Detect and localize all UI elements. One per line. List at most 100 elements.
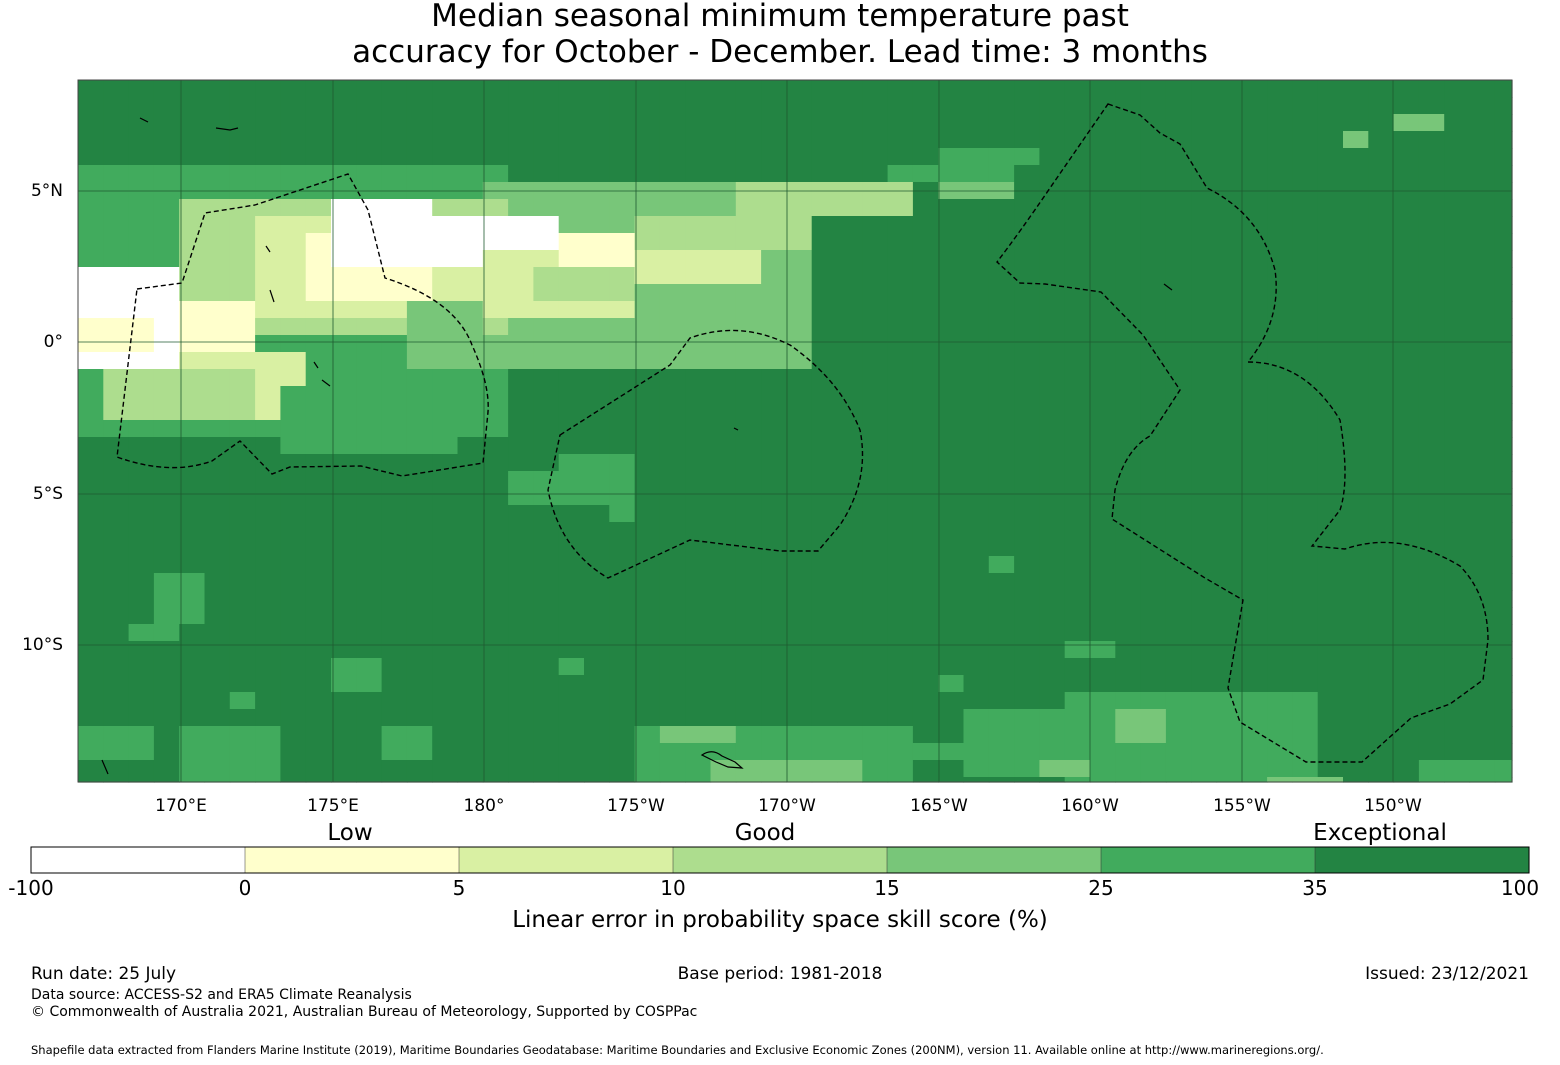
grid-cell [1494, 352, 1513, 370]
grid-cell [710, 437, 737, 455]
grid-cell [887, 590, 914, 608]
grid-cell [609, 624, 636, 642]
grid-cell [887, 743, 914, 761]
grid-cell [1140, 352, 1167, 370]
grid-cell [406, 369, 433, 387]
grid-cell [255, 522, 281, 540]
grid-cell [1064, 607, 1091, 625]
eez-boundaries [116, 103, 1489, 763]
grid-cell [457, 726, 484, 744]
grid-cell [103, 556, 130, 574]
grid-cell [609, 488, 636, 506]
grid-cell [887, 641, 914, 659]
grid-cell [837, 267, 863, 285]
grid-cell [356, 607, 383, 625]
grid-cell [609, 726, 636, 744]
grid-cell [837, 369, 863, 387]
grid-cell [78, 165, 104, 183]
grid-cell [811, 131, 838, 149]
grid-cell [457, 233, 484, 251]
grid-cell [988, 199, 1015, 217]
grid-cell [153, 658, 180, 676]
grid-cell [432, 335, 459, 353]
grid-cell [78, 335, 104, 353]
copyright-notice: © Commonwealth of Australia 2021, Austra… [31, 1004, 698, 1020]
grid-cell [128, 301, 155, 319]
grid-cell [1267, 437, 1293, 455]
grid-cell [1140, 250, 1167, 268]
grid-cell [558, 148, 585, 166]
grid-cell [406, 573, 433, 591]
grid-cell [457, 471, 484, 489]
grid-cell [153, 675, 180, 693]
grid-cell [1165, 386, 1192, 404]
grid-cell [1267, 267, 1293, 285]
grid-cell [204, 335, 231, 353]
grid-cell [1241, 692, 1268, 710]
grid-cell [1317, 250, 1344, 268]
grid-cell [1039, 709, 1066, 727]
grid-cell [204, 386, 231, 404]
grid-cell [1317, 675, 1344, 693]
grid-cell [1292, 165, 1319, 183]
grid-cell [912, 386, 939, 404]
grid-cell [103, 709, 130, 727]
grid-cell [659, 454, 686, 472]
grid-cell [988, 607, 1015, 625]
grid-cell [1469, 250, 1496, 268]
grid-cell [331, 437, 357, 455]
grid-cell [280, 675, 307, 693]
grid-cell [862, 658, 889, 676]
grid-cell [78, 148, 104, 166]
grid-cell [331, 131, 357, 149]
grid-cell [786, 369, 813, 387]
grid-cell [1317, 573, 1344, 591]
grid-cell [558, 335, 585, 353]
grid-cell [609, 199, 636, 217]
grid-cell [634, 573, 661, 591]
grid-cell [988, 114, 1015, 132]
grid-cell [558, 743, 585, 761]
grid-cell [634, 250, 661, 268]
grid-cell [634, 114, 661, 132]
grid-cell [432, 590, 459, 608]
grid-cell [862, 760, 889, 778]
grid-cell [786, 692, 813, 710]
grid-cell [1064, 675, 1091, 693]
grid-cell [179, 284, 206, 302]
grid-cell [1241, 318, 1268, 336]
grid-cell [1418, 216, 1445, 234]
grid-cell [761, 80, 787, 98]
grid-cell [432, 199, 459, 217]
grid-cell [963, 97, 990, 115]
grid-cell [103, 403, 130, 421]
grid-cell [153, 284, 180, 302]
lon-label-150w: 150°W [1364, 796, 1422, 816]
grid-cell [938, 352, 965, 370]
grid-cell [1241, 743, 1268, 761]
grid-cell [837, 726, 863, 744]
grid-cell [482, 199, 509, 217]
grid-cell [280, 471, 307, 489]
grid-cell [1343, 726, 1369, 744]
grid-cell [1368, 624, 1395, 642]
grid-cell [1494, 692, 1513, 710]
grid-cell [811, 165, 838, 183]
grid-cell [103, 301, 130, 319]
grid-cell [1494, 165, 1513, 183]
grid-cell [1444, 454, 1471, 472]
grid-cell [811, 301, 838, 319]
grid-cell [1444, 250, 1471, 268]
grid-cell [963, 420, 990, 438]
grid-cell [229, 369, 256, 387]
grid-cell [1444, 386, 1471, 404]
grid-cell [1014, 318, 1040, 336]
grid-cell [1292, 199, 1319, 217]
grid-cell [457, 488, 484, 506]
grid-cell [634, 233, 661, 251]
grid-cell [153, 624, 180, 642]
grid-cell [963, 522, 990, 540]
grid-cell [862, 318, 889, 336]
grid-cell [584, 641, 610, 659]
grid-cell [1165, 454, 1192, 472]
